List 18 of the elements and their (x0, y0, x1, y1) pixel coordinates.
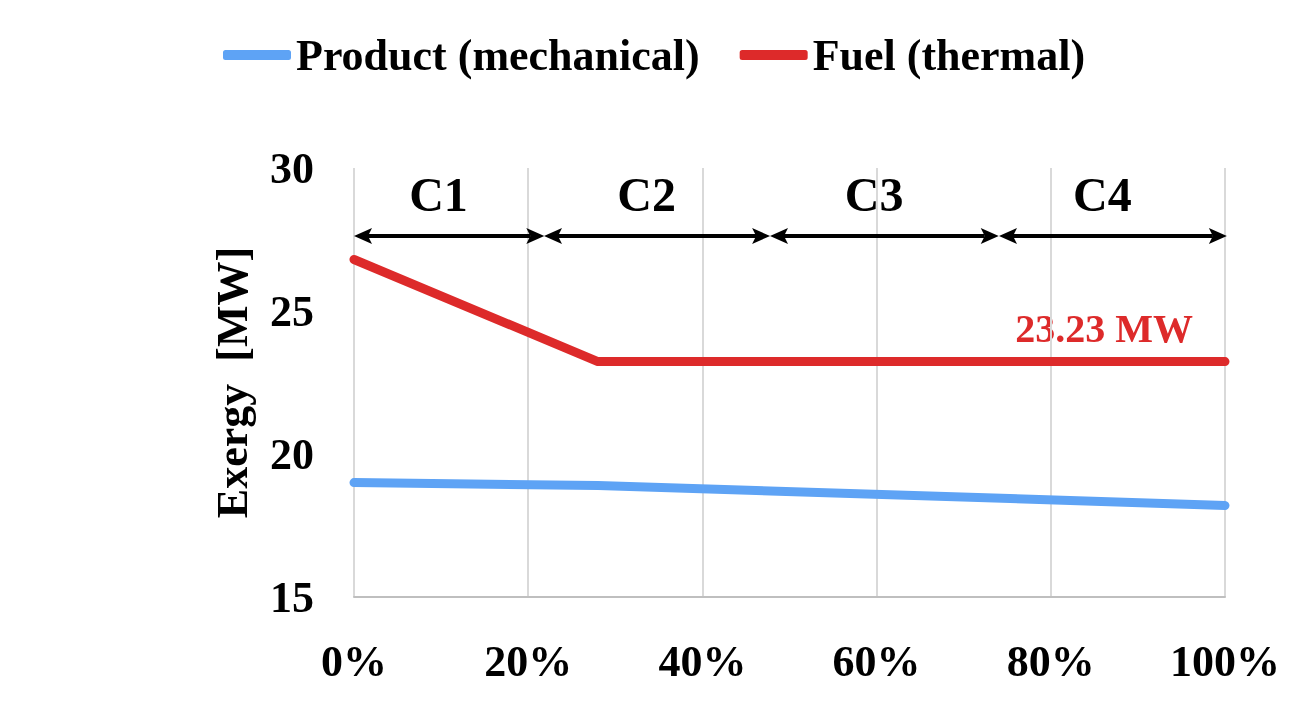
x-tick-label: 80% (1006, 636, 1095, 686)
y-axis-title: Exergy [MW] (207, 246, 257, 519)
annotation: C3 (844, 167, 904, 221)
legend-label: Fuel (thermal) (812, 30, 1086, 80)
annotation: C4 (1073, 167, 1132, 221)
x-tick-label: 0% (321, 636, 387, 686)
y-tick-label: 15 (270, 572, 314, 622)
y-tick-label: 20 (270, 429, 314, 479)
x-tick-label: 40% (658, 636, 747, 686)
y-tick-label: 30 (270, 143, 314, 193)
annotation: 23.23 MW (1015, 305, 1194, 351)
annotation: C2 (617, 167, 677, 221)
y-tick-label: 25 (270, 286, 314, 336)
x-tick-label: 20% (484, 636, 573, 686)
legend-label: Product (mechanical) (296, 30, 700, 80)
annotation: C1 (409, 167, 468, 221)
x-tick-label: 100% (1170, 636, 1280, 686)
x-tick-label: 60% (832, 636, 921, 686)
